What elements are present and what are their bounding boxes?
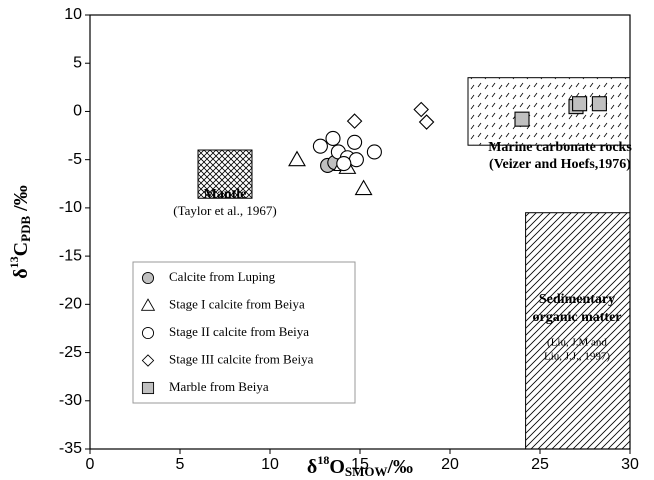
point <box>346 113 363 129</box>
region-label: Marine carbonate rocks <box>488 140 632 155</box>
y_label-part: δ <box>10 268 32 278</box>
legend-label: Stage I calcite from Beiya <box>169 296 305 311</box>
x-tick-label: 20 <box>441 456 459 473</box>
x_label-part: δ <box>307 456 317 478</box>
y-tick-label: -30 <box>59 392 82 409</box>
legend-box <box>132 261 356 404</box>
y-tick-label: 5 <box>73 54 82 71</box>
legend-marker <box>141 271 155 285</box>
x-tick-label: 15 <box>351 456 369 473</box>
y-tick-label: -15 <box>59 247 82 264</box>
point <box>312 138 328 154</box>
x-tick-label: 30 <box>621 456 639 473</box>
legend-label: Marble from Beiya <box>169 379 269 394</box>
point <box>413 101 429 118</box>
y-tick-label: -35 <box>59 440 82 457</box>
legend-marker <box>141 381 155 395</box>
y-tick-label: 0 <box>73 103 82 120</box>
legend-label: Stage III calcite from Beiya <box>169 351 314 366</box>
y_label: δ13CPDB /‰ <box>7 185 33 278</box>
point <box>325 130 341 146</box>
x_label-part: SMOW <box>345 464 388 479</box>
region-label: Mantle <box>204 187 247 202</box>
y-tick-label: -25 <box>59 344 82 361</box>
region-label: Sedimentary <box>539 292 615 307</box>
point <box>572 96 588 112</box>
x_label: δ18OSMOW/‰ <box>307 453 413 479</box>
x-tick-label: 10 <box>261 456 279 473</box>
point <box>591 96 607 112</box>
y-tick-label: -10 <box>59 199 82 216</box>
point <box>514 111 530 127</box>
x-tick-label: 0 <box>86 456 95 473</box>
point <box>418 114 435 130</box>
y_label-part: 13 <box>7 256 21 268</box>
region <box>197 149 253 199</box>
legend-marker <box>141 354 155 367</box>
point <box>366 144 382 160</box>
point <box>348 152 364 168</box>
y-tick-label: -5 <box>68 151 82 168</box>
x-tick-label: 5 <box>176 456 185 473</box>
x_label-part: 18 <box>317 453 329 467</box>
x_label-part: /‰ <box>387 456 414 478</box>
y-tick-label: -20 <box>59 296 82 313</box>
x_label-part: O <box>329 456 345 478</box>
legend-marker <box>141 326 155 340</box>
region-note: (Veizer and Hoefs,1976) <box>489 157 631 172</box>
legend-label: Stage II calcite from Beiya <box>169 324 309 339</box>
x-tick-label: 25 <box>531 456 549 473</box>
region-note: (Liu, J.M and <box>547 337 607 349</box>
y-tick-label: 10 <box>64 6 82 23</box>
point <box>336 155 352 172</box>
region-note: (Taylor et al., 1967) <box>173 203 276 218</box>
legend-marker <box>140 298 156 311</box>
region <box>525 212 631 450</box>
region <box>467 77 631 146</box>
y_label-part: C <box>10 242 32 256</box>
point <box>347 134 363 150</box>
legend-label: Calcite from Luping <box>169 269 276 284</box>
region-label: organic matter <box>532 310 621 325</box>
point <box>288 150 306 167</box>
y_label-part: /‰ <box>10 185 32 216</box>
point <box>354 179 373 196</box>
y_label-part: PDB <box>18 216 33 242</box>
region-note: Liu, J.J., 1997) <box>544 351 610 363</box>
